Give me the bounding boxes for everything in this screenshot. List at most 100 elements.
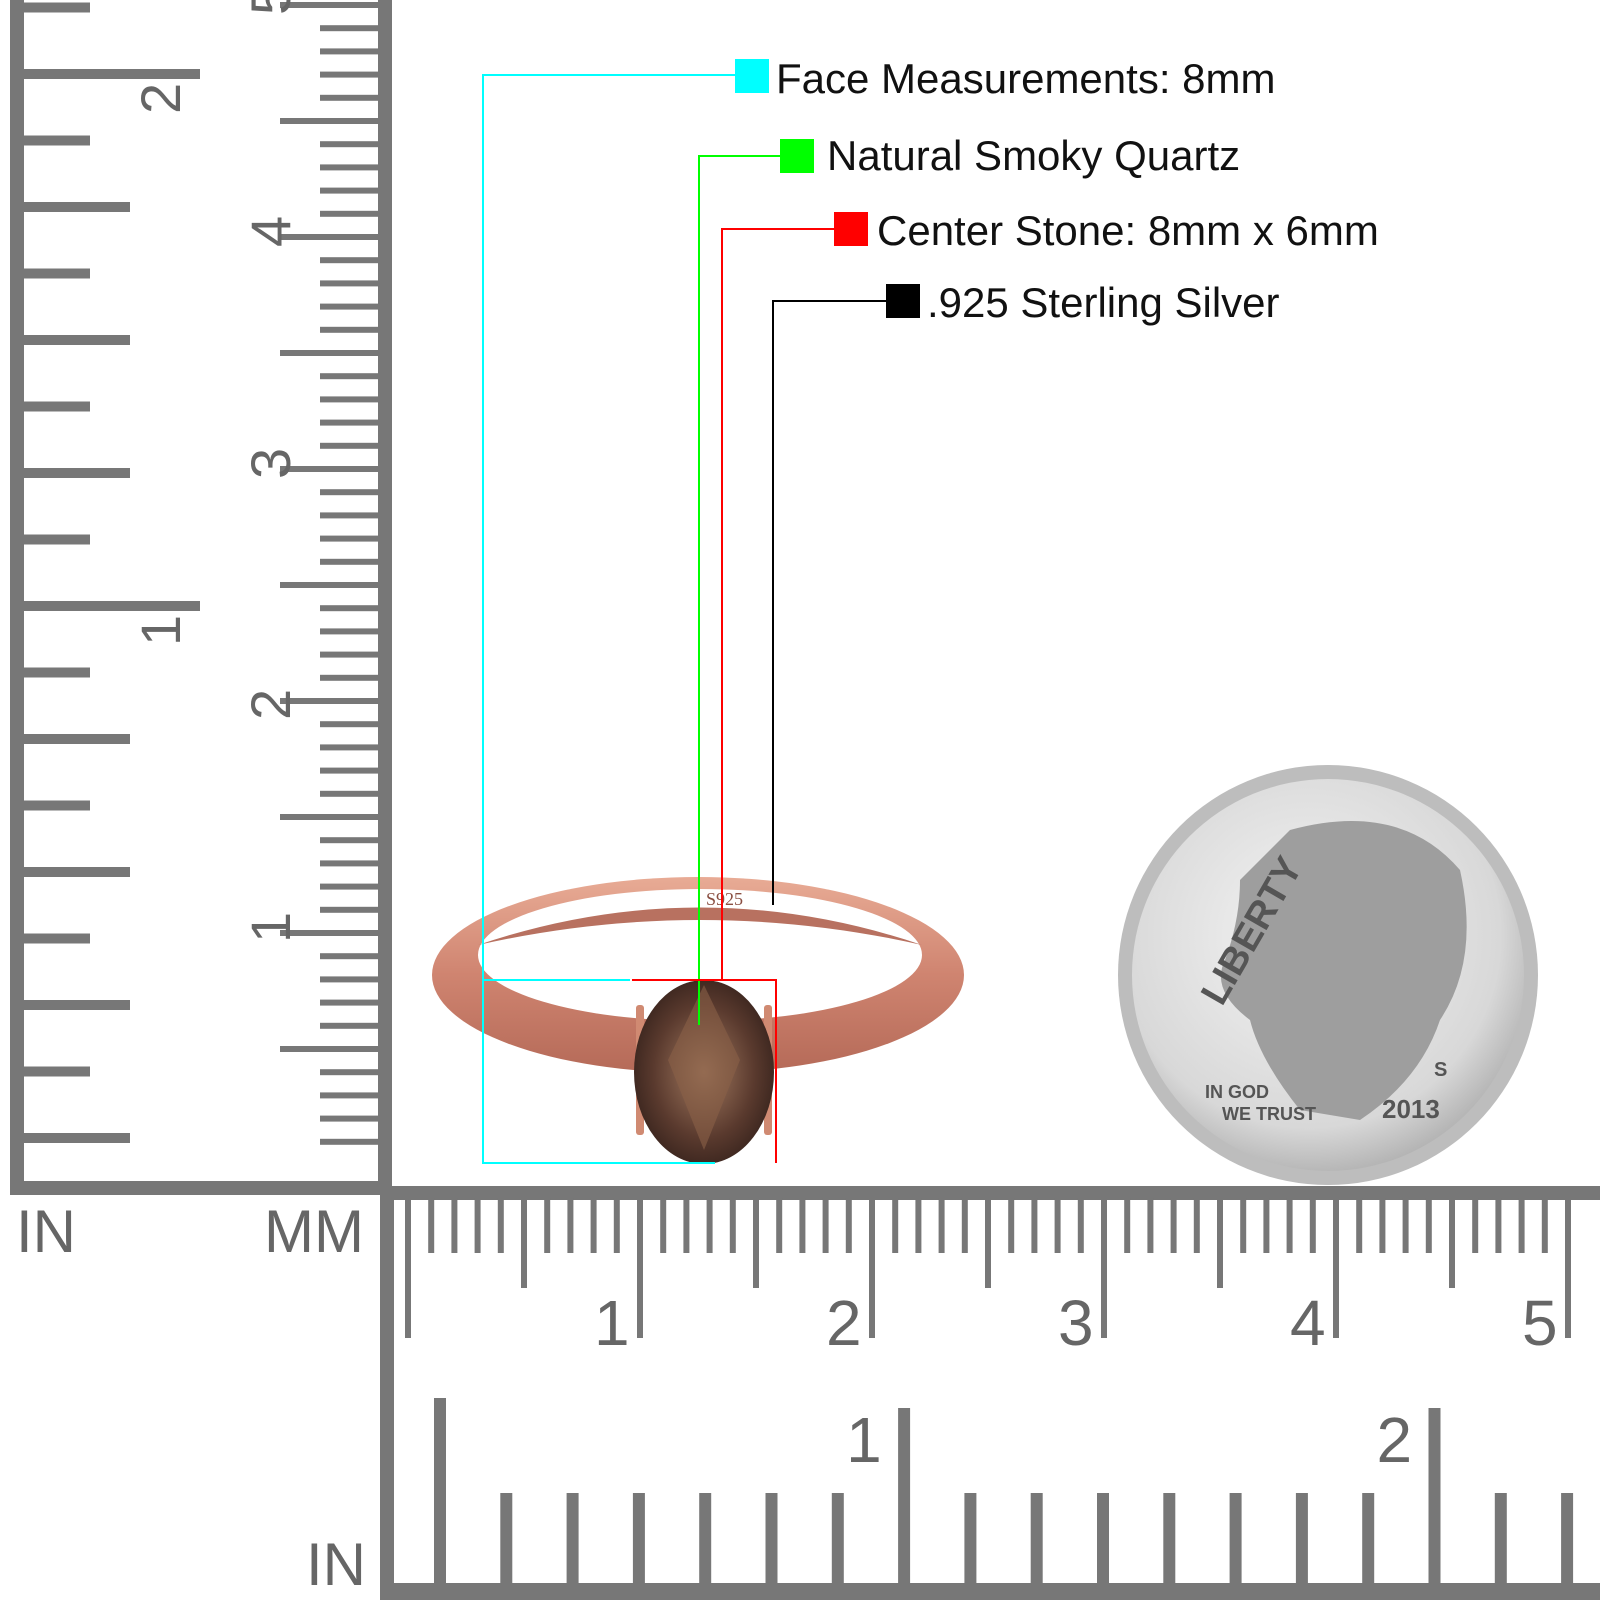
- cm-tick: [280, 234, 380, 240]
- inch-tick: [20, 69, 200, 79]
- mm-tick: [405, 1198, 411, 1338]
- mm-tick: [280, 814, 380, 820]
- mm-tick: [567, 1198, 574, 1253]
- cm-number: 5: [1522, 1287, 1558, 1359]
- cm-number: 3: [1058, 1287, 1094, 1359]
- inch-tick: [434, 1398, 446, 1583]
- mm-tick: [637, 1198, 643, 1338]
- legend-metal: .925 Sterling Silver: [927, 279, 1280, 326]
- inch-tick: [20, 933, 90, 944]
- mm-number: 5: [239, 0, 302, 15]
- mm-tick: [915, 1198, 922, 1253]
- inch-tick: [632, 1493, 645, 1583]
- mm-tick: [320, 883, 380, 890]
- inch-tick: [765, 1493, 778, 1583]
- mm-tick: [320, 280, 380, 287]
- mm-tick: [320, 558, 380, 565]
- inch-tick: [1362, 1493, 1375, 1583]
- inch-tick: [964, 1493, 977, 1583]
- mm-tick: [776, 1198, 783, 1253]
- inch-tick: [1030, 1493, 1043, 1583]
- inch-tick: [20, 401, 90, 412]
- inch-tick: [566, 1493, 579, 1583]
- mm-tick: [822, 1198, 829, 1253]
- inch-number: 1: [846, 1404, 882, 1476]
- mm-tick: [1077, 1198, 1084, 1253]
- mm-tick: [521, 1198, 527, 1288]
- mm-tick: [1309, 1198, 1316, 1253]
- inch-tick: [1097, 1493, 1109, 1583]
- mm-tick: [280, 582, 380, 588]
- mm-tick: [320, 257, 380, 264]
- mm-tick: [320, 396, 380, 403]
- legend-swatch-red: [834, 212, 868, 246]
- inch-tick: [20, 468, 130, 478]
- mm-tick: [320, 1115, 380, 1122]
- inch-tick: [699, 1493, 712, 1583]
- in-label-left: IN: [16, 1198, 76, 1265]
- mm-tick: [1379, 1198, 1386, 1253]
- mm-tick: [320, 790, 380, 797]
- mm-tick: [320, 71, 380, 78]
- mm-tick: [320, 906, 380, 913]
- mm-tick: [320, 744, 380, 751]
- legend-center-stone: Center Stone: 8mm x 6mm: [877, 207, 1379, 254]
- inch-tick: [20, 2, 90, 13]
- mm-tick: [320, 373, 380, 380]
- cm-tick: [280, 2, 380, 8]
- mm-tick: [320, 48, 380, 55]
- mm-tick: [280, 1046, 380, 1052]
- inch-tick: [500, 1493, 513, 1583]
- legend-swatch-cyan: [735, 59, 769, 93]
- mm-tick: [1031, 1198, 1038, 1253]
- inch-tick: [1561, 1493, 1574, 1583]
- inch-tick: [20, 601, 200, 611]
- legend-swatch-black: [886, 284, 920, 318]
- inch-tick: [20, 800, 90, 811]
- inch-tick: [1229, 1493, 1242, 1583]
- mm-tick: [320, 141, 380, 148]
- mm-tick: [1170, 1198, 1177, 1253]
- mm-tick: [985, 1198, 991, 1288]
- mm-tick: [320, 187, 380, 194]
- cm-tick: [280, 930, 380, 936]
- coin-motto-1: IN GOD: [1205, 1082, 1269, 1102]
- mm-tick: [320, 94, 380, 101]
- legend-face-measurements: Face Measurements: 8mm: [776, 55, 1276, 102]
- mm-tick: [320, 1069, 380, 1076]
- ring: S925: [432, 877, 964, 1164]
- mm-tick: [1101, 1198, 1107, 1338]
- portrait: [1220, 821, 1467, 1120]
- inch-tick: [20, 268, 90, 279]
- center-stone-line: [721, 228, 835, 980]
- mm-tick: [320, 535, 380, 542]
- metal-line: [772, 300, 886, 905]
- mm-tick: [320, 1092, 380, 1099]
- mm-tick: [320, 837, 380, 844]
- horizontal-ruler: 1 2 3 4 5 1 2: [380, 1186, 1600, 1600]
- mm-tick: [320, 1022, 380, 1029]
- inch-tick: [831, 1493, 844, 1583]
- in-label-bottom: IN: [306, 1531, 366, 1598]
- inch-tick: [20, 867, 130, 877]
- mm-tick: [1472, 1198, 1479, 1253]
- mm-tick: [845, 1198, 852, 1253]
- mm-tick: [320, 210, 380, 217]
- mm-tick: [1147, 1198, 1154, 1253]
- inch-tick: [20, 534, 90, 545]
- ring-stamp: S925: [706, 889, 743, 909]
- face-measurement-line: [482, 74, 735, 1164]
- mm-tick: [320, 25, 380, 32]
- mm-number: 4: [239, 216, 302, 247]
- legend-stone-type: Natural Smoky Quartz: [827, 132, 1240, 179]
- coin-mint-mark: S: [1434, 1059, 1447, 1081]
- mm-tick: [1495, 1198, 1502, 1253]
- mm-tick: [320, 953, 380, 960]
- ring-inner-shade: [478, 907, 922, 945]
- mm-tick: [320, 860, 380, 867]
- mm-number: 3: [239, 448, 302, 479]
- mm-tick: [320, 651, 380, 658]
- mm-tick: [938, 1198, 945, 1253]
- mm-tick: [320, 164, 380, 171]
- mm-tick: [753, 1198, 759, 1288]
